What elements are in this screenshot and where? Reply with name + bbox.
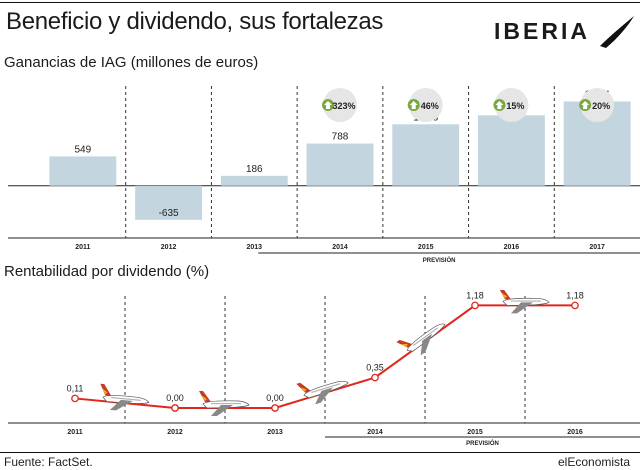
data-point: [371, 373, 379, 382]
plane-wing: [420, 333, 433, 356]
data-point-label: 0,11: [67, 383, 84, 393]
data-point: [171, 404, 179, 412]
data-point-label: 1,18: [466, 290, 484, 300]
data-point-label: 0,35: [366, 363, 384, 373]
forecast-label: PREVISIÓN: [423, 256, 456, 264]
bar-2016: [478, 115, 545, 186]
plane-fuselage: [202, 400, 250, 409]
plane-tail: [396, 339, 413, 348]
data-point: [271, 404, 279, 412]
data-point: [571, 301, 579, 310]
x-tick-label: 2013: [246, 244, 262, 251]
data-point-label: 0,00: [266, 393, 284, 403]
x-tick-label: 2015: [467, 429, 483, 436]
plane-tail-stripe: [299, 387, 307, 392]
plane-tail: [199, 391, 211, 402]
airplane-icon: [100, 383, 150, 411]
data-point-label: 1,18: [566, 290, 584, 300]
x-tick-label: 2012: [167, 429, 183, 436]
plane-tail-stripe: [101, 387, 108, 395]
plane-window-band: [211, 403, 241, 405]
iberia-logo-icon: [600, 16, 634, 48]
top-rule: [0, 2, 640, 3]
x-tick-label: 2014: [367, 429, 383, 436]
x-tick-label: 2014: [332, 244, 348, 251]
earnings-bar-chart: 5492011-635201218620137882014323%1.14820…: [8, 86, 640, 264]
x-tick-label: 2011: [75, 244, 90, 251]
growth-badge-label: 323%: [332, 101, 355, 111]
airplane-icon: [499, 290, 550, 314]
plane-tail: [100, 383, 112, 396]
plane-tail-stripe: [400, 343, 408, 347]
growth-badge-circle: [580, 88, 615, 122]
chart-1-title: Ganancias de IAG (millones de euros): [4, 54, 259, 71]
up-arrow-glyph: [324, 101, 332, 109]
up-arrow-glyph: [581, 101, 590, 109]
page-title: Beneficio y dividendo, sus fortalezas: [6, 8, 384, 35]
plane-wing: [511, 302, 533, 314]
footer-rule: [0, 452, 640, 453]
x-tick-label: 2017: [589, 244, 605, 251]
bar-2015: [392, 124, 460, 186]
plane-window-band: [511, 300, 541, 302]
growth-badge-label: 20%: [592, 101, 610, 111]
chart-2-title: Rentabilidad por dividendo (%): [4, 263, 210, 280]
growth-badge-circle: [408, 88, 443, 122]
plane-fuselage: [502, 297, 550, 306]
source-note: Fuente: FactSet.: [4, 455, 93, 469]
x-tick-label: 2016: [504, 244, 520, 251]
growth-badge-circle: [494, 88, 529, 122]
plane-tail: [499, 290, 511, 300]
plane-tail-stripe: [201, 395, 207, 401]
x-tick-label: 2016: [567, 429, 583, 436]
plane-wing: [109, 399, 133, 411]
x-tick-label: 2011: [67, 429, 82, 436]
airplane-icon: [296, 380, 349, 405]
iberia-logo-text: IBERIA: [494, 18, 590, 44]
bar-value-label: 788: [332, 132, 349, 143]
plane-window-band: [311, 383, 341, 394]
forecast-label: PREVISIÓN: [466, 439, 499, 447]
bar-2012: [135, 185, 202, 220]
data-point: [471, 301, 479, 310]
x-tick-label: 2015: [418, 244, 434, 251]
plane-window-band: [413, 327, 439, 346]
bar-value-label: 186: [246, 164, 263, 175]
bar-2014: [306, 143, 374, 186]
airplane-icon: [199, 391, 250, 416]
bar-2013: [220, 175, 288, 186]
plane-tail-stripe: [501, 292, 507, 299]
up-arrow-glyph: [409, 101, 418, 109]
airplane-icon: [396, 323, 446, 356]
growth-badge-label: 15%: [506, 101, 524, 111]
plane-tail: [296, 382, 312, 393]
growth-badge-label: 46%: [421, 101, 439, 111]
plane-wing: [315, 387, 333, 405]
data-point-label: 0,00: [166, 393, 184, 403]
plane-wing: [211, 405, 233, 416]
x-tick-label: 2012: [161, 244, 177, 251]
plane-fuselage: [406, 323, 446, 352]
plane-window-band: [111, 396, 142, 401]
bar-value-label: -635: [159, 208, 179, 219]
bar-2011: [49, 156, 117, 186]
x-tick-label: 2013: [267, 429, 283, 436]
brand-credit: elEconomista: [558, 455, 631, 469]
dividend-yield-line-chart: 0,11 2011 0,00 2012 0,00 2013 0,35 2014 1,18 2015…: [8, 290, 640, 447]
growth-badge-circle: [323, 88, 357, 122]
data-point: [71, 394, 79, 403]
bar-value-label: 549: [75, 144, 92, 155]
up-arrow-glyph: [495, 101, 504, 109]
